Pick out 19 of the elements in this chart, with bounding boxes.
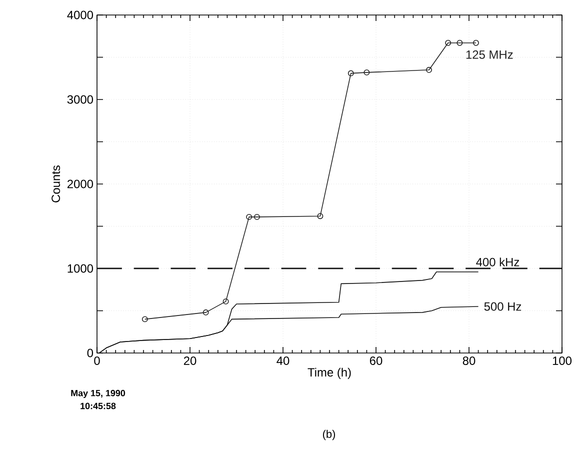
x-tick-label: 40 [276, 356, 290, 365]
text: (b) [322, 430, 336, 440]
y-tick-label: 0 [87, 348, 94, 358]
y-tick-label: 3000 [67, 95, 94, 104]
series-label: 400 kHz [476, 258, 520, 266]
y-tick-label: 1000 [68, 264, 94, 273]
text: 10:45:58 [80, 402, 116, 410]
y-axis-title: Counts [52, 165, 60, 202]
x-tick-label: 0 [94, 356, 100, 365]
x-tick-label: 20 [184, 356, 196, 365]
x-tick-label: 80 [462, 356, 476, 365]
series-label: 125 MHz [466, 50, 513, 59]
text: May 15, 1990 [71, 390, 126, 398]
series-label: 500 Hz [484, 302, 522, 311]
x-tick-label: 60 [370, 356, 382, 365]
y-tick-label: 4000 [67, 10, 94, 20]
x-axis-title: Time (h) [308, 368, 351, 379]
y-tick-label: 2000 [67, 180, 94, 188]
x-tick-label: 100 [552, 356, 572, 365]
